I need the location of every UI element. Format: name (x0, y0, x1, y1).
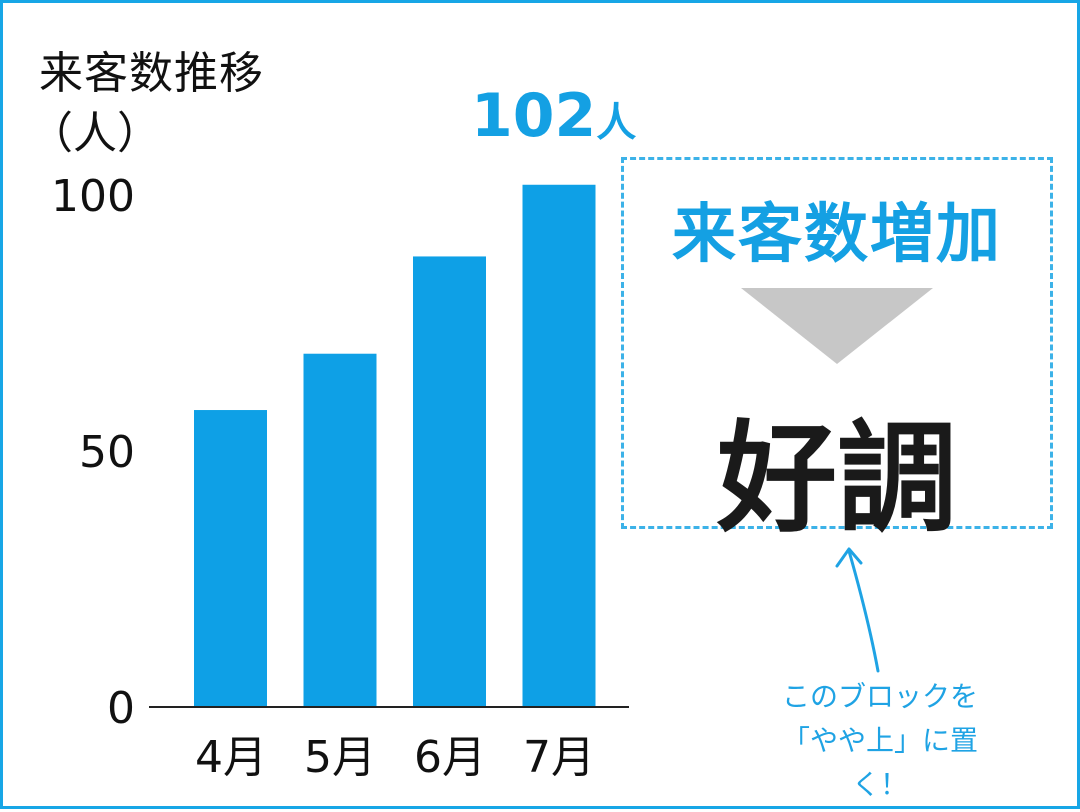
bar-may (303, 353, 377, 707)
note-line-1: このブロックを (781, 680, 978, 713)
x-tick-label-jun: 6月 (414, 732, 486, 783)
placement-note: このブロックを 「やや上」に置く！ (755, 675, 1005, 807)
y-tick-label-0: 0 (107, 683, 135, 734)
y-axis-unit-label: （人） (29, 108, 161, 159)
y-tick-label-100: 100 (51, 171, 135, 222)
x-tick-label-jul: 7月 (523, 732, 595, 783)
note-line-2: 「やや上」に置く！ (781, 724, 978, 801)
bar-jun (413, 256, 486, 707)
bar-jul (522, 184, 596, 707)
chart-title: 来客数推移 (39, 48, 264, 99)
latest-value-callout: 102人 (471, 81, 636, 151)
increase-label: 来客数増加 (672, 198, 1002, 272)
x-tick-label-apr: 4月 (195, 732, 267, 783)
summary-block (621, 157, 1053, 529)
result-label: 好調 (717, 410, 957, 549)
chart-plot (149, 184, 880, 708)
down-triangle-icon (741, 288, 933, 364)
pointer-arrow (835, 547, 880, 673)
y-tick-label-50: 50 (79, 427, 135, 478)
latest-value-number: 102 (471, 81, 597, 151)
latest-value-unit: 人 (596, 100, 637, 146)
bar-apr (194, 410, 267, 707)
x-tick-label-may: 5月 (304, 732, 376, 783)
